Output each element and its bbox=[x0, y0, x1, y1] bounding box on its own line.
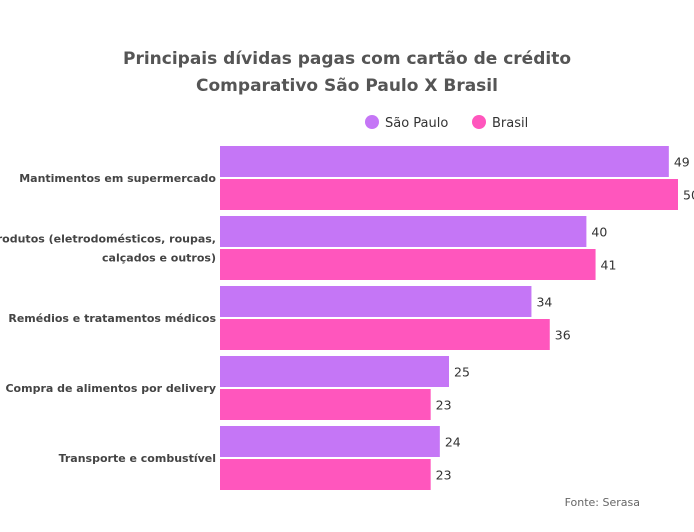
data-label: 23 bbox=[436, 468, 452, 483]
legend-entry: Brasil bbox=[492, 116, 528, 131]
category-label: Transporte e combustível bbox=[59, 452, 216, 465]
bar-brasil bbox=[220, 179, 678, 210]
bar-sao-paulo bbox=[220, 286, 532, 317]
data-label: 50 bbox=[683, 188, 694, 203]
legend-entry: São Paulo bbox=[385, 116, 448, 131]
chart-title: Principais dívidas pagas com cartão de c… bbox=[123, 49, 571, 69]
bar-brasil bbox=[220, 319, 550, 350]
bar-sao-paulo bbox=[220, 216, 587, 247]
category-label: Mantimentos em supermercado bbox=[19, 172, 216, 185]
legend-marker-icon bbox=[365, 115, 379, 129]
data-label: 36 bbox=[555, 328, 571, 343]
category-labels: Mantimentos em supermercado Produtos (ele… bbox=[0, 172, 216, 465]
bar-sao-paulo bbox=[220, 146, 669, 177]
data-label: 23 bbox=[436, 398, 452, 413]
category-label: Produtos (eletrodomésticos, roupas, bbox=[0, 233, 216, 246]
chart-subtitle: Comparativo São Paulo X Brasil bbox=[196, 76, 498, 96]
category-label: Remédios e tratamentos médicos bbox=[8, 312, 216, 325]
data-label: 24 bbox=[445, 435, 461, 450]
legend: São Paulo Brasil bbox=[365, 115, 528, 131]
legend-marker-icon bbox=[472, 115, 486, 129]
category-label: calçados e outros) bbox=[102, 252, 216, 265]
data-label: 25 bbox=[454, 365, 470, 380]
data-label: 41 bbox=[601, 258, 617, 273]
data-label: 49 bbox=[674, 155, 690, 170]
source-note: Fonte: Serasa bbox=[565, 496, 640, 509]
bars: 49 50 40 41 34 36 25 23 24 23 bbox=[220, 146, 694, 490]
bar-brasil bbox=[220, 459, 431, 490]
bar-sao-paulo bbox=[220, 356, 449, 387]
data-label: 40 bbox=[591, 225, 607, 240]
bar-brasil bbox=[220, 389, 431, 420]
bar-brasil bbox=[220, 249, 596, 280]
category-label: Compra de alimentos por delivery bbox=[5, 382, 216, 395]
bar-sao-paulo bbox=[220, 426, 440, 457]
data-label: 34 bbox=[536, 295, 552, 310]
